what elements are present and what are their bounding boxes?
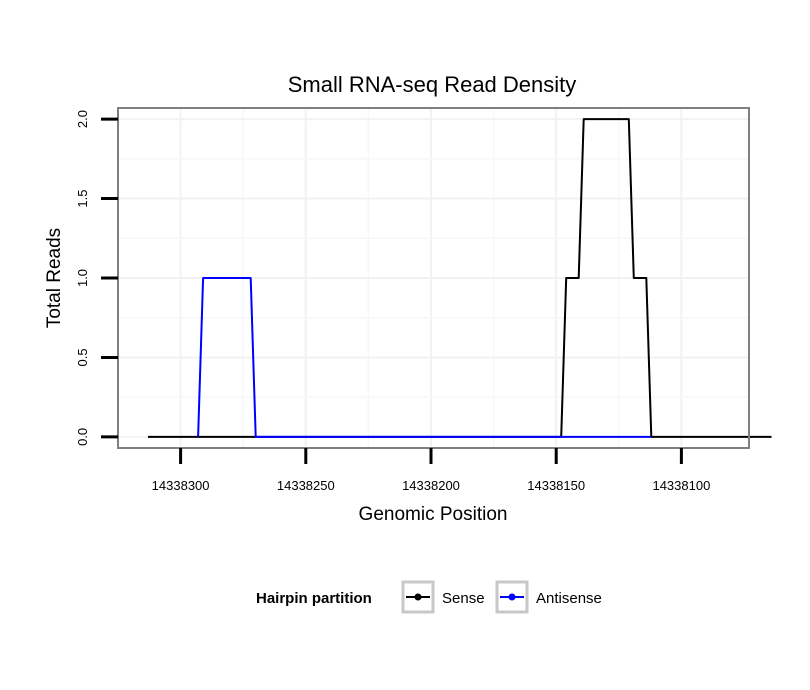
legend-key-dot bbox=[414, 593, 422, 601]
legend-title: Hairpin partition bbox=[256, 590, 372, 607]
series-line-antisense bbox=[197, 277, 652, 438]
chart-title: Small RNA-seq Read Density bbox=[288, 72, 577, 97]
x-tick-label: 14338100 bbox=[652, 478, 710, 493]
axes: 14338300 14338250 14338200 14338150 14338100… bbox=[75, 107, 750, 493]
y-tick-label: 0.0 bbox=[75, 428, 90, 446]
legend-label-antisense: Antisense bbox=[536, 590, 602, 607]
y-axis-title: Total Reads bbox=[44, 228, 65, 328]
y-tick-label: 0.5 bbox=[75, 348, 90, 366]
x-tick-label: 14338150 bbox=[527, 478, 585, 493]
series-layer bbox=[148, 118, 772, 438]
legend-key-dot bbox=[508, 593, 516, 601]
x-tick-label: 14338200 bbox=[402, 478, 460, 493]
x-tick-label: 14338250 bbox=[277, 478, 335, 493]
series-line-sense bbox=[148, 118, 772, 438]
x-tick-label: 14338300 bbox=[152, 478, 210, 493]
y-tick-label: 2.0 bbox=[75, 110, 90, 128]
legend-item-sense: Sense bbox=[401, 580, 485, 614]
legend-label-sense: Sense bbox=[442, 590, 485, 607]
legend-item-antisense: Antisense bbox=[495, 580, 602, 614]
legend: Hairpin partition Sense Antisense bbox=[256, 580, 602, 614]
y-tick-label: 1.5 bbox=[75, 190, 90, 208]
x-axis-title: Genomic Position bbox=[359, 504, 508, 525]
y-tick-label: 1.0 bbox=[75, 269, 90, 287]
